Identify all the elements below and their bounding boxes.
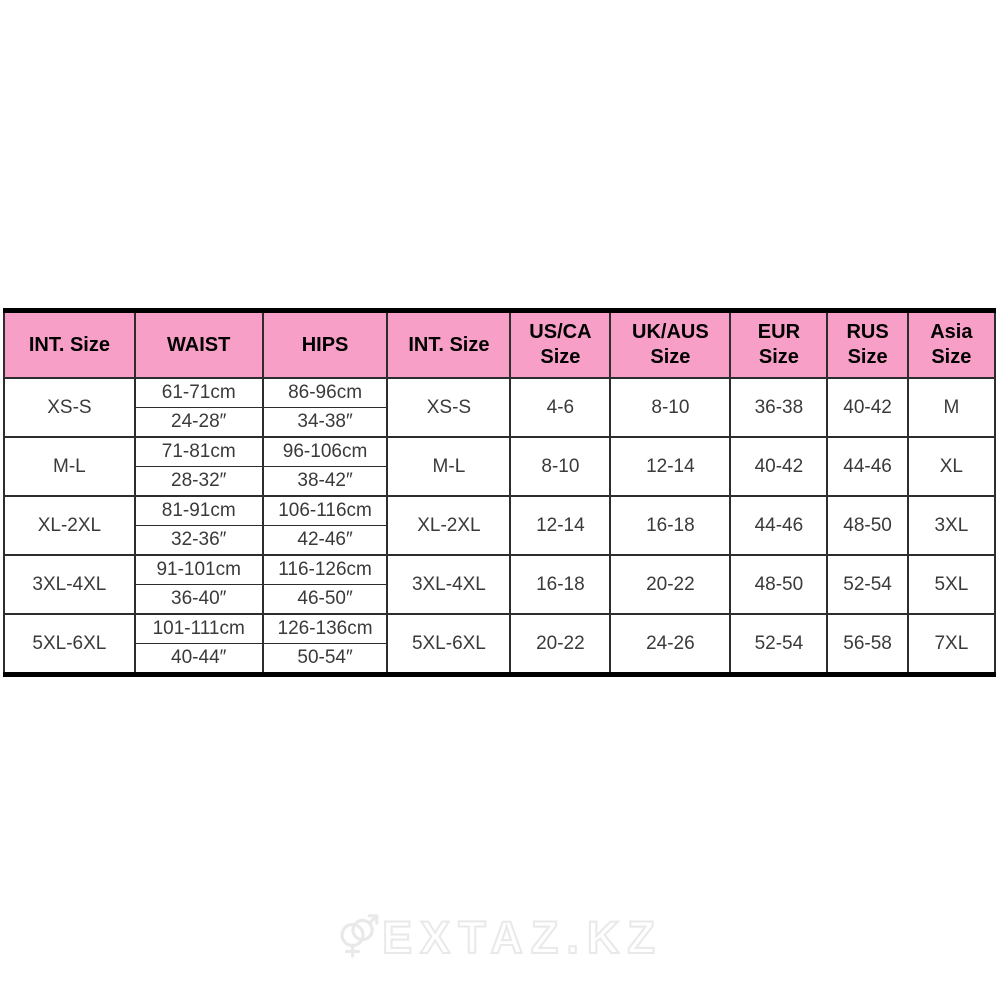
cell-asia: 5XL [906, 554, 997, 615]
cell-eur: 48-50 [729, 554, 829, 615]
column-header-waist: WAIST [133, 309, 264, 379]
cell-hips-cm: 126-136cm [261, 613, 389, 644]
cell-waist-cm: 101-111cm [133, 613, 264, 644]
cell-eur: 52-54 [729, 613, 829, 676]
table-row: 5XL-6XL 101-111cm 126-136cm 5XL-6XL 20-2… [3, 613, 997, 676]
cell-waist-in: 40-44″ [133, 643, 264, 676]
cell-hips-cm: 106-116cm [261, 495, 389, 526]
cell-int-size-left: XS-S [3, 377, 136, 438]
cell-waist-cm: 91-101cm [133, 554, 264, 585]
table-subrow: 40-44″ 50-54″ [4, 643, 995, 676]
column-header-us-ca-size: US/CA Size [509, 309, 612, 379]
table-row: 3XL-4XL 91-101cm 116-126cm 3XL-4XL 16-18… [3, 554, 997, 615]
cell-asia: M [906, 377, 997, 438]
cell-uk-aus: 8-10 [609, 377, 732, 438]
cell-hips-in: 50-54″ [261, 643, 389, 676]
male-female-gender-icon [337, 910, 379, 965]
cell-asia: XL [906, 436, 997, 497]
cell-hips-in: 38-42″ [261, 466, 389, 497]
cell-uk-aus: 16-18 [609, 495, 732, 556]
header-row: INT. Size WAIST HIPS INT. Size US/CA Siz… [3, 309, 997, 379]
cell-us-ca: 4-6 [509, 377, 612, 438]
cell-int-size-right: 3XL-4XL [386, 554, 512, 615]
cell-eur: 44-46 [729, 495, 829, 556]
cell-asia: 3XL [906, 495, 997, 556]
cell-rus: 44-46 [826, 436, 909, 497]
cell-waist-in: 24-28″ [133, 407, 264, 438]
cell-us-ca: 16-18 [509, 554, 612, 615]
cell-us-ca: 12-14 [509, 495, 612, 556]
cell-us-ca: 8-10 [509, 436, 612, 497]
cell-rus: 40-42 [826, 377, 909, 438]
table-subrow: 24-28″ 34-38″ [4, 407, 995, 438]
cell-eur: 36-38 [729, 377, 829, 438]
cell-uk-aus: 20-22 [609, 554, 732, 615]
column-header-int-size-right: INT. Size [386, 309, 512, 379]
cell-hips-cm: 96-106cm [261, 436, 389, 467]
cell-int-size-right: XS-S [386, 377, 512, 438]
cell-int-size-right: M-L [386, 436, 512, 497]
cell-waist-cm: 71-81cm [133, 436, 264, 467]
cell-int-size-left: M-L [3, 436, 136, 497]
cell-asia: 7XL [906, 613, 997, 676]
table-subrow: 32-36″ 42-46″ [4, 525, 995, 556]
table-row: M-L 71-81cm 96-106cm M-L 8-10 12-14 40-4… [3, 436, 997, 497]
table-subrow: 36-40″ 46-50″ [4, 584, 995, 615]
cell-waist-in: 36-40″ [133, 584, 264, 615]
cell-hips-in: 46-50″ [261, 584, 389, 615]
column-header-rus-size: RUS Size [826, 309, 909, 379]
cell-rus: 52-54 [826, 554, 909, 615]
cell-hips-cm: 116-126cm [261, 554, 389, 585]
cell-waist-cm: 81-91cm [133, 495, 264, 526]
cell-hips-in: 42-46″ [261, 525, 389, 556]
watermark: EXTAZ.KZ [0, 904, 1000, 970]
watermark-text: EXTAZ.KZ [381, 911, 663, 963]
column-header-hips: HIPS [261, 309, 389, 379]
table-row: XS-S 61-71cm 86-96cm XS-S 4-6 8-10 36-38… [3, 377, 997, 438]
cell-eur: 40-42 [729, 436, 829, 497]
column-header-eur-size: EUR Size [729, 309, 829, 379]
cell-int-size-left: 3XL-4XL [3, 554, 136, 615]
cell-rus: 48-50 [826, 495, 909, 556]
cell-rus: 56-58 [826, 613, 909, 676]
table-row: XL-2XL 81-91cm 106-116cm XL-2XL 12-14 16… [3, 495, 997, 556]
column-header-int-size-left: INT. Size [3, 309, 136, 379]
cell-waist-in: 28-32″ [133, 466, 264, 497]
cell-us-ca: 20-22 [509, 613, 612, 676]
cell-int-size-right: 5XL-6XL [386, 613, 512, 676]
cell-hips-in: 34-38″ [261, 407, 389, 438]
size-conversion-table: INT. Size WAIST HIPS INT. Size US/CA Siz… [3, 308, 997, 677]
cell-waist-cm: 61-71cm [133, 377, 264, 408]
cell-int-size-left: 5XL-6XL [3, 613, 136, 676]
cell-uk-aus: 24-26 [609, 613, 732, 676]
cell-waist-in: 32-36″ [133, 525, 264, 556]
column-header-asia-size: Asia Size [906, 309, 997, 379]
cell-hips-cm: 86-96cm [261, 377, 389, 408]
cell-int-size-left: XL-2XL [3, 495, 136, 556]
column-header-uk-aus-size: UK/AUS Size [609, 309, 732, 379]
cell-uk-aus: 12-14 [609, 436, 732, 497]
cell-int-size-right: XL-2XL [386, 495, 512, 556]
